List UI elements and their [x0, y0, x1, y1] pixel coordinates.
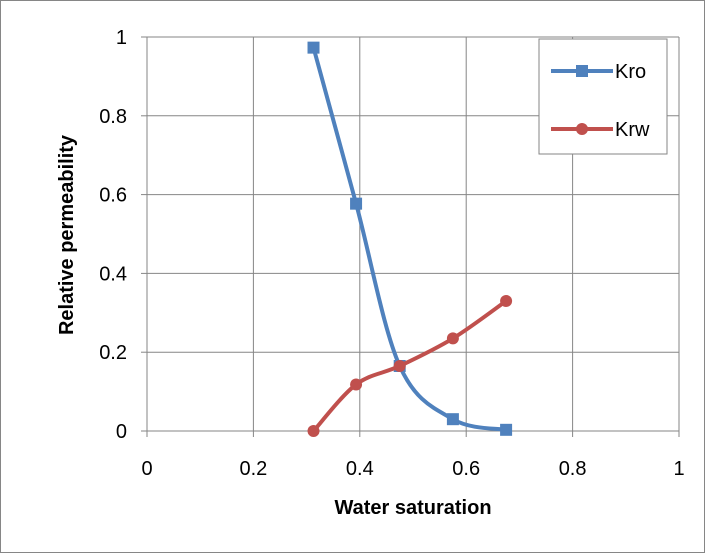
axes	[141, 36, 680, 437]
grid	[147, 36, 680, 431]
x-tick-label: 0.2	[239, 458, 267, 480]
data-point-kro	[446, 413, 459, 426]
x-tick-label: 0.6	[452, 458, 480, 480]
x-tick-label: 1	[673, 458, 684, 480]
legend-marker-kro	[576, 65, 588, 77]
y-tick-label: 0.2	[99, 342, 127, 364]
y-tick-label: 0.4	[99, 263, 127, 285]
x-tick-labels: 0 0.2 0.4 0.6 0.8 1	[141, 458, 684, 480]
series-layer	[307, 41, 513, 437]
x-axis-title: Water saturation	[334, 497, 491, 519]
legend-entries: Kro Krw	[551, 61, 650, 141]
legend-marker-krw	[576, 123, 588, 135]
series-line-kro	[311, 45, 509, 432]
y-tick-label: 1	[116, 27, 127, 49]
legend: Kro Krw	[538, 38, 668, 155]
y-tick-label: 0.8	[99, 106, 127, 128]
y-axis-title: Relative permeability	[56, 134, 78, 335]
data-point-krw	[307, 425, 320, 437]
y-tick-label: 0	[116, 421, 127, 443]
x-tick-label: 0.8	[559, 458, 587, 480]
series-kro	[307, 41, 513, 436]
data-point-krw	[393, 359, 406, 372]
data-point-kro	[350, 197, 363, 210]
legend-item-kro: Kro	[551, 61, 646, 83]
y-tick-labels: 0 0.2 0.4 0.6 0.8 1	[99, 27, 127, 443]
data-point-krw	[446, 332, 459, 345]
x-tick-label: 0.4	[346, 458, 374, 480]
data-point-kro	[500, 423, 513, 436]
series-krw	[307, 294, 513, 437]
data-point-krw	[350, 378, 363, 391]
legend-item-krw: Krw	[551, 119, 650, 141]
data-point-kro	[307, 41, 320, 54]
legend-label-kro: Kro	[615, 61, 646, 83]
y-tick-label: 0.6	[99, 185, 127, 207]
series-line-krw	[311, 298, 509, 433]
x-tick-label: 0	[141, 458, 152, 480]
legend-label-krw: Krw	[615, 119, 650, 141]
legend-box	[538, 38, 668, 155]
data-point-krw	[500, 294, 513, 307]
